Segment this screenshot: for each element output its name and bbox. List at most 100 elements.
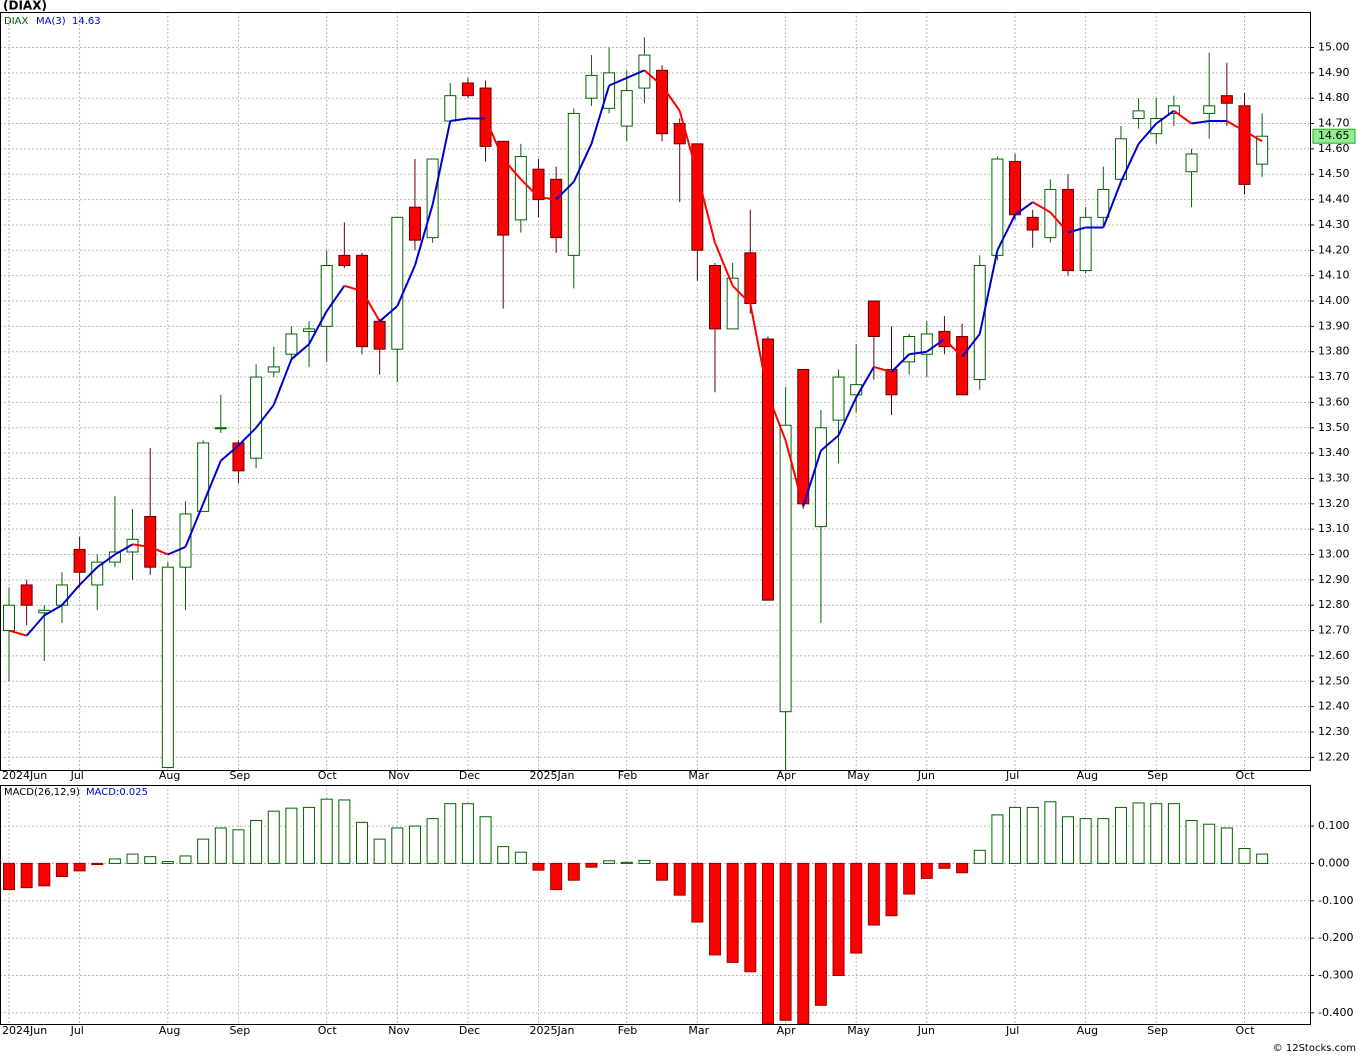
candle-body	[761, 338, 774, 601]
x-tick-label: Mar	[688, 1024, 709, 1037]
ma-line	[767, 394, 787, 441]
y-tick-label: 12.20	[1318, 750, 1350, 763]
macd-bar	[1238, 847, 1251, 864]
y-tick-label: 14.80	[1318, 91, 1350, 104]
macd-bar	[20, 862, 33, 889]
y-tick-label: -0.400	[1318, 1006, 1353, 1019]
ma-line	[431, 120, 452, 205]
candle-body	[620, 90, 633, 127]
ma-line	[1049, 211, 1069, 234]
macd-bar	[356, 821, 368, 864]
ma-line	[555, 181, 575, 201]
candle-body	[232, 442, 245, 472]
macd-bar	[38, 862, 51, 887]
ma-line	[308, 310, 328, 345]
ma-line	[961, 333, 981, 358]
macd-bar	[197, 838, 210, 864]
candle-body	[550, 178, 563, 239]
candle-body	[991, 158, 1004, 256]
macd-bar	[620, 861, 633, 864]
y-tick-label: 0.100	[1318, 819, 1350, 832]
x-tick-label: Jun	[917, 769, 935, 782]
macd-bar	[514, 851, 527, 864]
candle-body	[1026, 216, 1039, 231]
ma-line	[1173, 110, 1193, 125]
y-tick-label: 14.00	[1318, 294, 1350, 307]
x-tick-label: Sep	[229, 769, 250, 782]
x-tick-label: Aug	[159, 1024, 180, 1037]
candle-body	[567, 112, 580, 256]
ma-line	[502, 158, 522, 180]
macd-bar	[285, 807, 298, 864]
ma-line	[731, 285, 752, 305]
y-tick-label: 13.60	[1318, 395, 1350, 408]
candle-body	[267, 366, 280, 373]
y-tick-label: 13.70	[1318, 370, 1350, 383]
plot-frame	[0, 12, 1311, 771]
candle-body	[73, 548, 86, 573]
candle-body	[1062, 188, 1074, 272]
candle-body	[426, 158, 439, 239]
candle-body	[532, 168, 545, 201]
ma-line	[873, 365, 892, 373]
macd-bar	[585, 862, 598, 868]
y-tick-label: 13.10	[1318, 522, 1350, 535]
candle-body	[373, 320, 386, 350]
ma-line	[978, 250, 999, 335]
ma-line	[61, 584, 81, 606]
x-tick-label: Sep	[229, 1024, 250, 1037]
macd-bar	[903, 862, 916, 895]
macd-bar	[1220, 827, 1233, 864]
y-tick-label: 13.90	[1318, 319, 1350, 332]
macd-bar	[726, 862, 739, 963]
macd-bar	[797, 862, 810, 1024]
x-tick-label: Dec	[459, 769, 480, 782]
x-tick-label: 2024Jun	[2, 1024, 47, 1037]
ma-line	[943, 338, 963, 358]
macd-bar	[867, 862, 880, 926]
plot-area	[3, 37, 1269, 770]
macd-bar	[761, 862, 774, 1024]
x-tick-label: Jul	[70, 769, 84, 782]
candle-body	[744, 252, 757, 305]
macd-bar	[850, 862, 863, 954]
macd-bar	[1114, 806, 1127, 864]
candle-body	[479, 87, 492, 147]
macd-bar	[1026, 806, 1039, 864]
x-tick-label: Sep	[1147, 769, 1168, 782]
candle-body	[885, 368, 898, 396]
macd-bar	[232, 829, 245, 864]
macd-bar	[1203, 823, 1216, 864]
macd-bar	[338, 799, 351, 864]
y-tick-label: -0.100	[1318, 894, 1353, 907]
ma-line	[714, 242, 734, 287]
candle-body	[709, 265, 721, 330]
candle-body	[779, 424, 792, 713]
x-tick-label: Jul	[70, 1024, 84, 1037]
ma-line	[696, 173, 716, 243]
candle-body	[1150, 117, 1163, 135]
ma-line	[396, 265, 416, 307]
candle-body	[20, 584, 33, 606]
macd-bar	[814, 862, 827, 1006]
x-tick-label: Oct	[318, 769, 338, 782]
candle-body	[1203, 105, 1216, 114]
macd-bar	[267, 810, 280, 864]
ma-line	[1067, 226, 1086, 234]
plot-frame	[0, 785, 1311, 1025]
y-tick-label: 12.30	[1318, 725, 1350, 738]
candle-body	[726, 277, 739, 330]
candle-body	[197, 442, 210, 512]
macd-bar	[1132, 802, 1145, 864]
candle-body	[303, 328, 316, 332]
ma-line	[909, 350, 927, 356]
ma-line	[520, 178, 540, 198]
y-tick-label: 13.50	[1318, 421, 1350, 434]
ma-line	[25, 614, 46, 637]
y-tick-label: 15.00	[1318, 40, 1350, 53]
ma-line	[202, 460, 222, 505]
y-tick-label: 13.30	[1318, 471, 1350, 484]
candle-body	[1238, 105, 1251, 185]
x-tick-label: 2024Jun	[2, 769, 47, 782]
macd-bar	[303, 806, 316, 864]
